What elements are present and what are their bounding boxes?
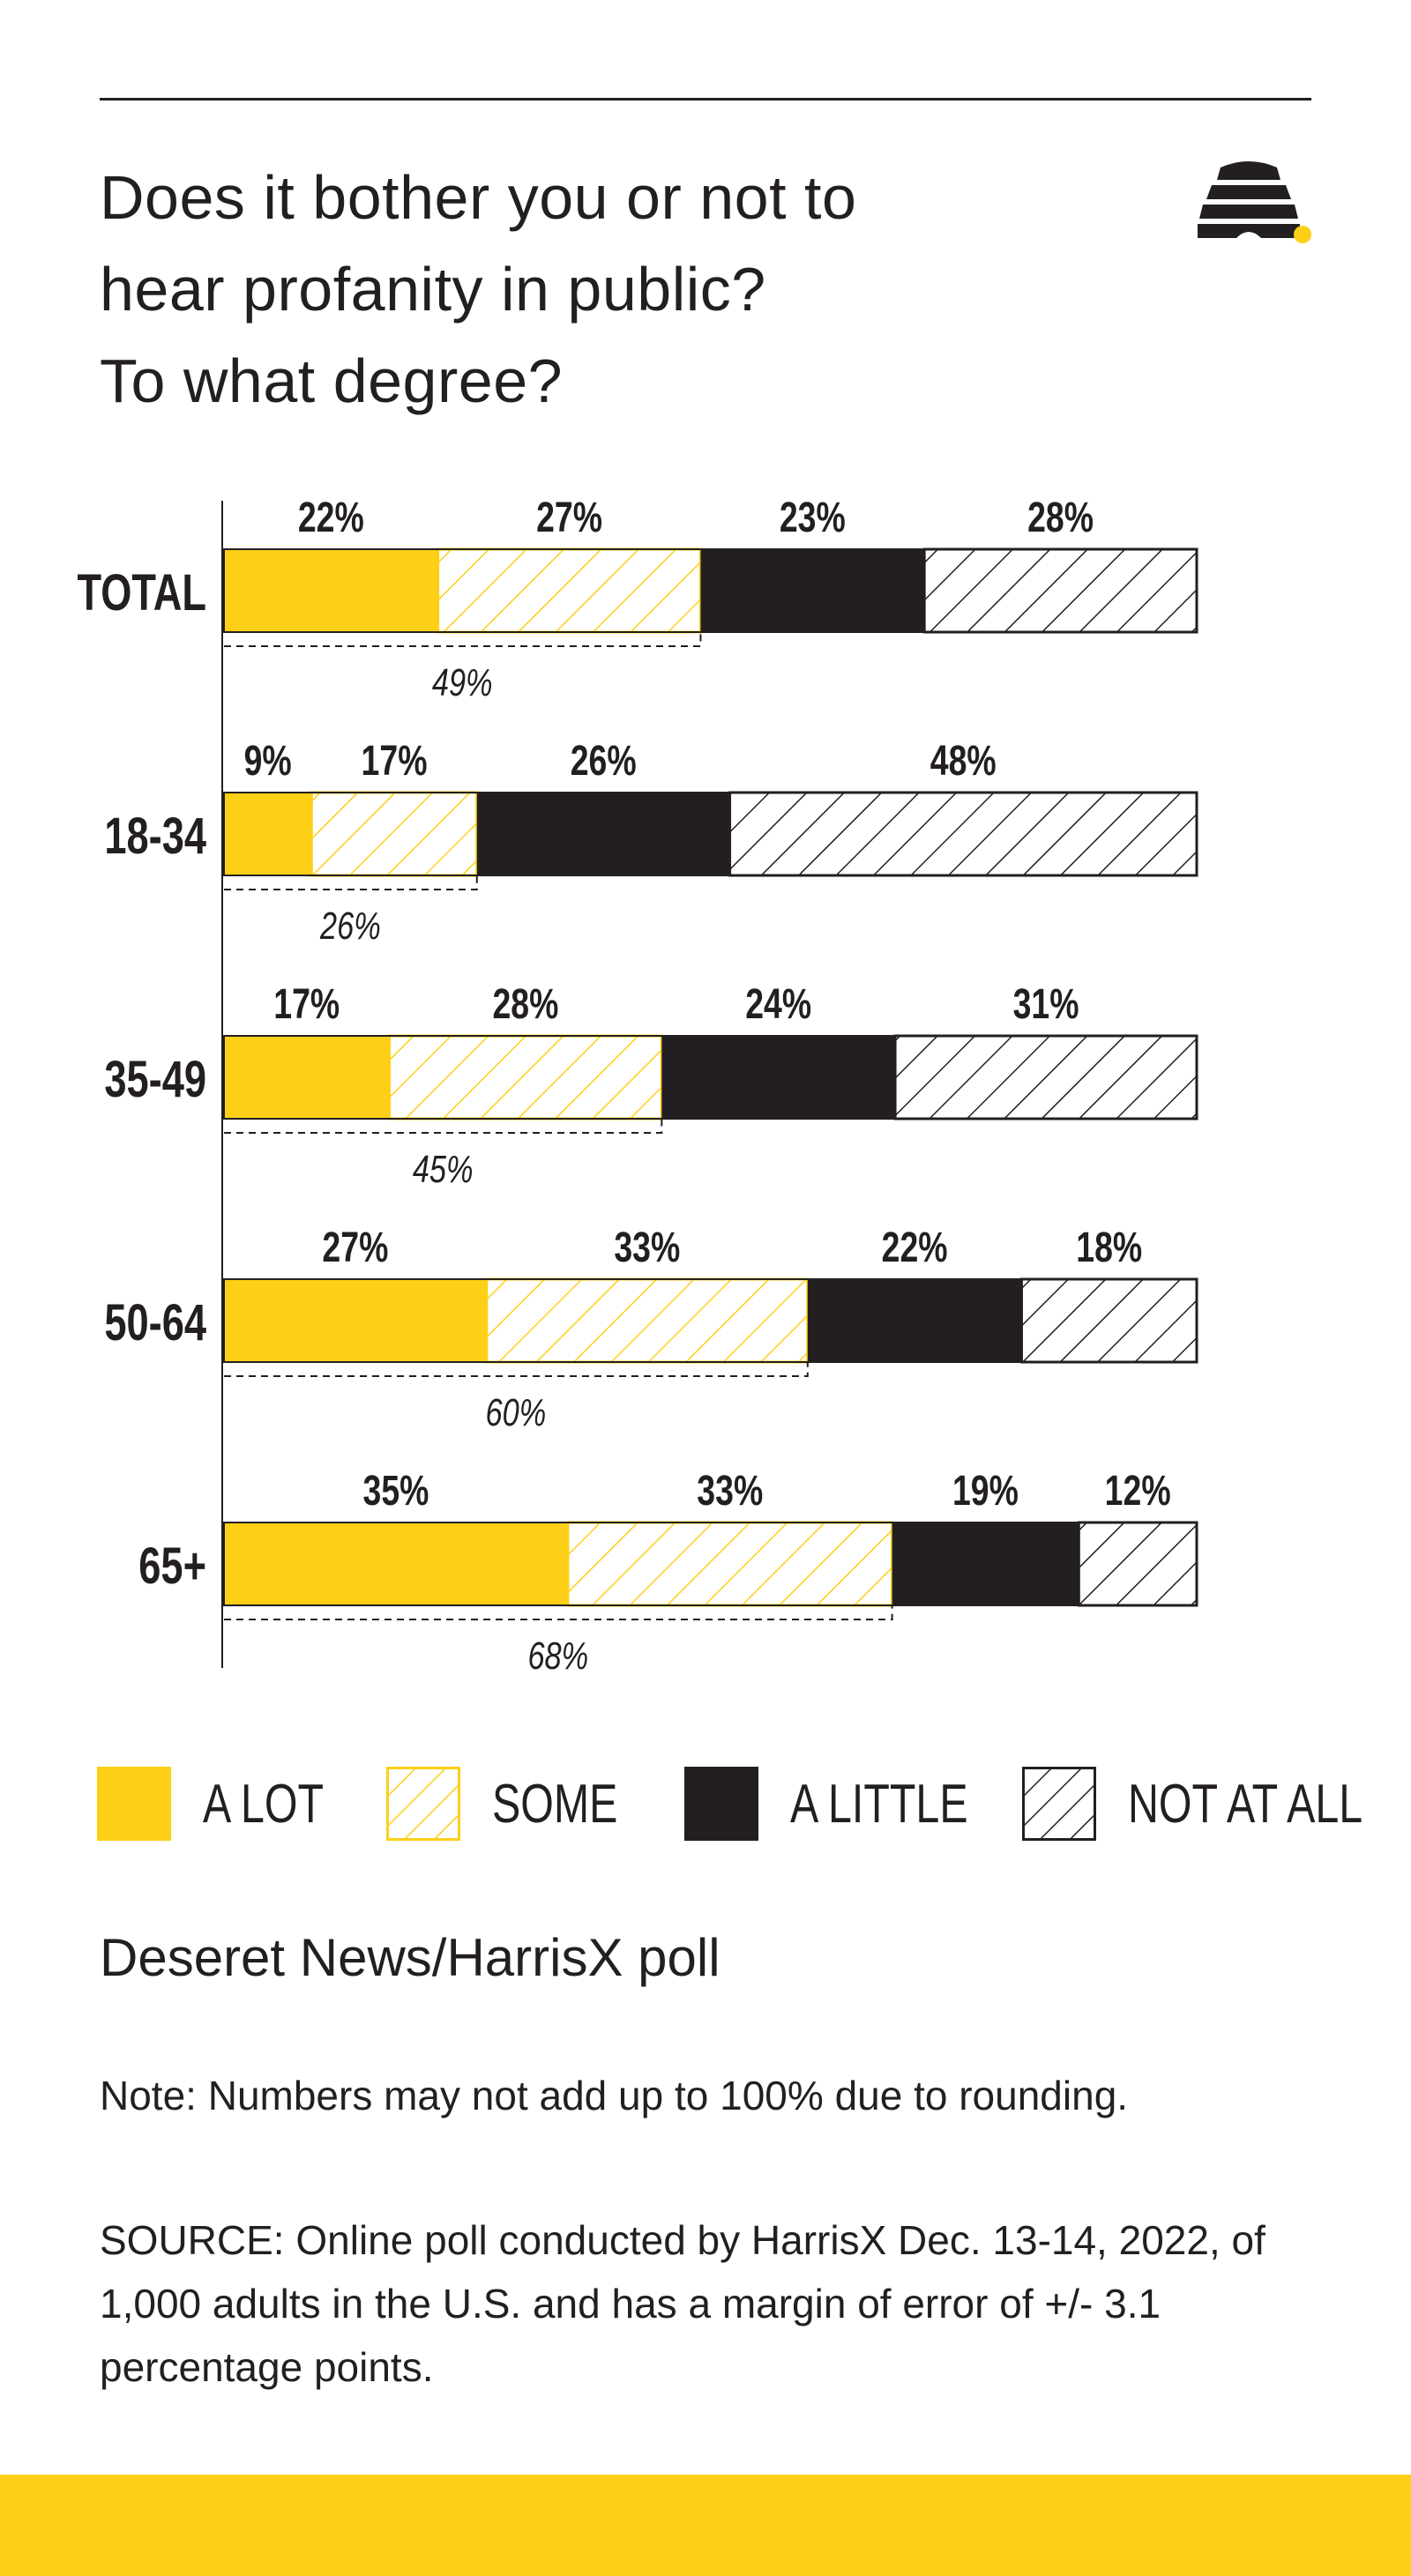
bar-35-49-a-lot <box>224 1036 390 1119</box>
legend-swatch-a-little <box>684 1767 758 1841</box>
value-label-65-a-little: 19% <box>952 1468 1019 1515</box>
bar-total-a-lot <box>224 549 438 632</box>
bar-total-a-little <box>700 549 925 632</box>
bothered-bracket-65 <box>224 1605 893 1620</box>
value-label-65-a-lot: 35% <box>363 1468 429 1515</box>
bar-65-some <box>566 1521 894 1607</box>
bothered-bracket-50-64 <box>224 1362 809 1377</box>
value-label-18-34-a-little: 26% <box>571 738 637 785</box>
legend-label-not-at-all: NOT AT ALL <box>1128 1773 1363 1835</box>
value-label-65-some: 33% <box>697 1468 763 1515</box>
value-label-total-some: 27% <box>536 495 602 542</box>
footer-bar <box>0 2475 1411 2576</box>
bar-total-not-at-all <box>922 547 1198 634</box>
bar-50-64-a-lot <box>224 1279 487 1362</box>
beehive-logo-icon <box>1198 161 1311 243</box>
bar-35-49-some <box>388 1034 663 1120</box>
chart-note: Note: Numbers may not add up to 100% due… <box>100 2073 1129 2118</box>
bar-18-34-a-lot <box>224 793 312 875</box>
legend-item-a-little: A LITTLE <box>684 1766 1018 1842</box>
chart-source: SOURCE: Online poll conducted by HarrisX… <box>100 2217 1265 2390</box>
bar-18-34-a-little <box>476 793 730 875</box>
bar-65-a-little <box>892 1523 1079 1605</box>
bar-outline-35-49 <box>223 1035 1198 1120</box>
category-label-18-34: 18-34 <box>104 808 206 866</box>
category-label-total: TOTAL <box>77 565 206 622</box>
value-label-35-49-a-lot: 17% <box>273 981 340 1029</box>
bothered-total-label-total: 49% <box>432 661 493 704</box>
value-label-50-64-not-at-all: 18% <box>1076 1225 1142 1272</box>
stacked-bar-chart: TOTAL 22% 27% 23% 28% 49% 18-34 9% 17% 26% 48% 26% 3… <box>77 495 1198 1678</box>
title-line-1: Does it bother you or not to <box>100 163 857 232</box>
value-label-35-49-not-at-all: 31% <box>1013 981 1079 1029</box>
category-label-50-64: 50-64 <box>104 1295 206 1352</box>
value-label-18-34-a-lot: 9% <box>244 738 292 785</box>
value-label-35-49-some: 28% <box>492 981 558 1029</box>
legend-swatch-not-at-all <box>1022 1767 1096 1841</box>
bar-65-a-lot <box>224 1523 568 1605</box>
bothered-total-label-18-34: 26% <box>319 905 381 948</box>
value-label-50-64-a-little: 22% <box>882 1225 948 1272</box>
legend-swatch-some <box>386 1767 460 1841</box>
bothered-bracket-18-34 <box>224 875 478 890</box>
bothered-total-label-35-49: 45% <box>413 1148 474 1191</box>
bar-18-34-some <box>310 791 479 877</box>
bothered-bracket-35-49 <box>224 1119 663 1134</box>
bar-outline-65 <box>223 1522 1198 1606</box>
value-label-total-not-at-all: 28% <box>1027 495 1094 542</box>
legend-label-a-little: A LITTLE <box>790 1773 968 1835</box>
bar-35-49-a-little <box>661 1036 896 1119</box>
bar-35-49-not-at-all <box>893 1034 1198 1120</box>
bothered-total-label-50-64: 60% <box>486 1391 547 1434</box>
bar-50-64-not-at-all <box>1019 1277 1198 1364</box>
legend-item-not-at-all: NOT AT ALL <box>1022 1766 1411 1842</box>
top-divider <box>100 98 1311 101</box>
value-label-total-a-little: 23% <box>780 495 846 542</box>
bar-50-64-a-little <box>807 1279 1022 1362</box>
value-label-50-64-a-lot: 27% <box>322 1225 388 1272</box>
legend-swatch-a-lot <box>97 1767 171 1841</box>
legend-item-some: SOME <box>386 1766 653 1842</box>
value-label-50-64-some: 33% <box>614 1225 680 1272</box>
value-label-total-a-lot: 22% <box>298 495 364 542</box>
title-line-2: hear profanity in public? <box>100 255 766 324</box>
bar-outline-18-34 <box>223 792 1198 876</box>
bar-18-34-not-at-all <box>728 791 1198 877</box>
bar-total-some <box>437 547 702 634</box>
bar-outline-50-64 <box>223 1278 1198 1363</box>
bothered-total-label-65: 68% <box>527 1634 588 1678</box>
title-line-3: To what degree? <box>100 346 564 415</box>
bothered-bracket-total <box>224 632 702 647</box>
legend: A LOT SOME A LITTLE NOT AT ALL <box>0 1766 1411 1842</box>
legend-label-a-lot: A LOT <box>203 1773 325 1835</box>
chart-subtitle: Deseret News/HarrisX poll <box>100 1928 720 1987</box>
value-label-35-49-a-little: 24% <box>745 981 811 1029</box>
bar-65-not-at-all <box>1077 1521 1198 1607</box>
bar-outline-total <box>223 548 1198 633</box>
legend-label-some: SOME <box>492 1773 618 1835</box>
value-label-18-34-not-at-all: 48% <box>930 738 997 785</box>
category-label-65: 65+ <box>138 1538 206 1596</box>
value-label-18-34-some: 17% <box>362 738 428 785</box>
legend-item-a-lot: A LOT <box>97 1766 358 1842</box>
category-label-35-49: 35-49 <box>104 1052 206 1109</box>
bar-50-64-some <box>485 1277 810 1364</box>
chart-title: Does it bother you or not to hear profan… <box>100 152 1070 427</box>
value-label-65-not-at-all: 12% <box>1105 1468 1171 1515</box>
